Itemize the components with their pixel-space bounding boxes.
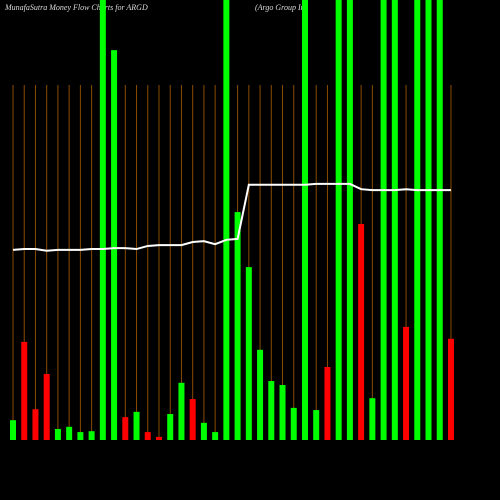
bar [88,431,95,440]
bar [245,267,252,440]
bar [155,436,162,440]
bar [200,422,207,440]
bar [257,349,264,440]
bar [346,0,353,440]
bar [425,0,432,440]
bar [313,410,320,440]
bar [122,417,129,440]
bar [10,420,16,440]
bar [21,341,28,440]
bar [133,411,140,440]
bar [268,381,275,440]
bar [111,50,118,440]
bar [189,399,196,440]
bar [32,409,39,440]
bar [391,0,398,440]
bar [414,0,421,440]
bar [380,0,387,440]
bar [324,366,331,440]
bar [178,382,185,440]
bar [301,0,308,440]
bar [54,429,61,440]
bar [335,0,342,440]
bar [358,223,365,440]
bar [43,374,50,440]
bar [403,326,410,440]
chart-subtitle: (Argo Group In [255,3,305,12]
bar [279,385,286,440]
bar [436,0,443,440]
bar [99,0,106,440]
money-flow-line [12,182,451,252]
bar [290,407,297,440]
bar [447,338,454,440]
bar [369,398,376,440]
chart-title: MunafaSutra Money Flow Charts for ARGD [4,3,148,12]
bar [223,0,230,440]
bar [212,432,219,440]
bar [66,426,73,440]
bar [234,212,241,440]
bar [77,432,84,440]
bar [144,432,151,440]
bar [167,414,174,440]
